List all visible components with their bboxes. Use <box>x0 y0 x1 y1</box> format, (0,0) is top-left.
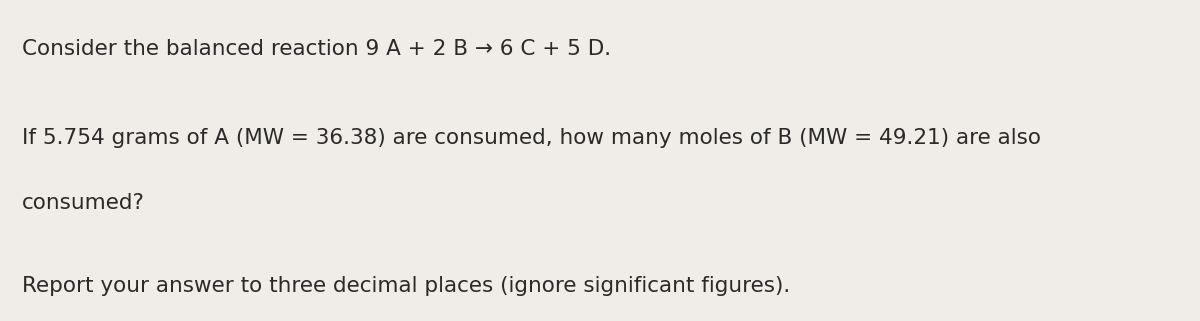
Text: consumed?: consumed? <box>22 193 144 213</box>
Text: If 5.754 grams of A (MW = 36.38) are consumed, how many moles of B (MW = 49.21) : If 5.754 grams of A (MW = 36.38) are con… <box>22 128 1040 148</box>
Text: Report your answer to three decimal places (ignore significant figures).: Report your answer to three decimal plac… <box>22 276 790 296</box>
Text: Consider the balanced reaction 9 A + 2 B → 6 C + 5 D.: Consider the balanced reaction 9 A + 2 B… <box>22 39 611 58</box>
